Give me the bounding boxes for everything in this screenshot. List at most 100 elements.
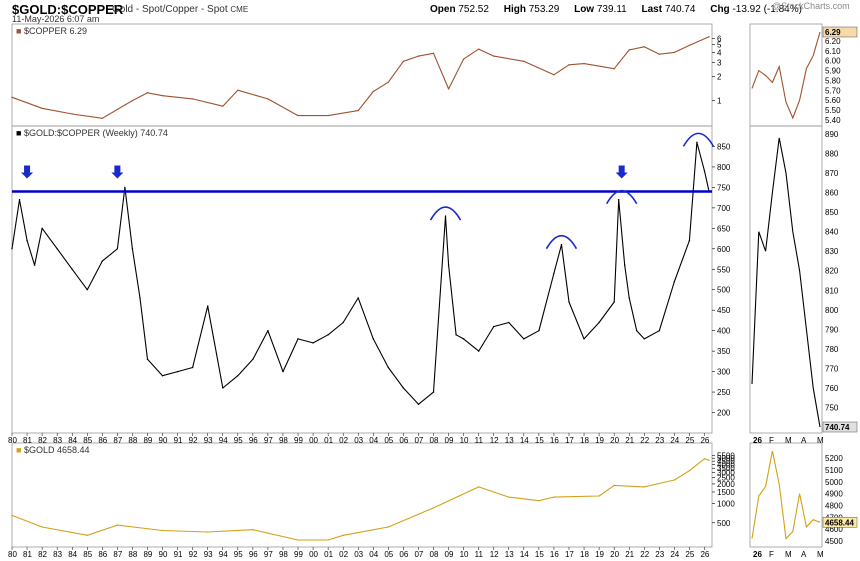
data-point <box>402 387 405 389</box>
data-point <box>41 526 43 528</box>
x-tick-label: 00 <box>309 436 318 445</box>
data-point <box>673 51 676 54</box>
last-value-badge <box>822 26 858 38</box>
data-point <box>696 141 698 144</box>
inset-tick-label: 6.20 <box>825 37 841 46</box>
data-point <box>493 55 495 57</box>
data-point <box>312 342 314 344</box>
data-point <box>342 321 344 324</box>
y-tick-label: 200 <box>717 409 731 418</box>
y-tick-label: 4000 <box>717 460 735 469</box>
inset-line-copper-panel <box>751 31 821 120</box>
x-tick-label: 06 <box>399 436 408 445</box>
x-tick-label: 95 <box>234 550 243 559</box>
x-tick-label: 97 <box>264 550 273 559</box>
x-tick-label: 18 <box>580 550 589 559</box>
stockcharts-brand: @StockCharts.com <box>772 1 850 11</box>
data-point <box>553 74 555 76</box>
data-point <box>237 89 239 91</box>
x-tick-label: 92 <box>189 550 198 559</box>
series-line-ratio-panel <box>11 141 710 405</box>
last-value-label: 740.74 <box>825 423 850 432</box>
data-point <box>523 338 525 340</box>
data-point <box>417 55 420 57</box>
data-point <box>327 334 329 336</box>
data-point <box>86 289 88 291</box>
x-tick-label: 88 <box>128 436 137 445</box>
data-point <box>372 90 374 93</box>
y-tick-label: 6 <box>717 34 722 43</box>
x-tick-label: 05 <box>384 550 393 559</box>
data-point <box>455 334 457 336</box>
x-tick-label: 22 <box>640 436 649 445</box>
y-tick-label: 500 <box>717 286 731 295</box>
series-line-copper-panel <box>11 36 710 119</box>
inset-x-label: M <box>817 436 824 445</box>
chart-header: $GOLD:$COPPER Gold - Spot/Copper - Spot … <box>0 0 860 24</box>
y-tick-label: 450 <box>717 306 731 315</box>
x-tick-label: 92 <box>189 436 198 445</box>
x-tick-label: 89 <box>143 436 152 445</box>
legend-gold-panel: ■ $GOLD 4658.44 <box>16 445 89 455</box>
data-point <box>297 114 299 117</box>
open-value: 752.52 <box>458 4 489 15</box>
x-tick-label: 16 <box>550 550 559 559</box>
data-point <box>538 499 540 502</box>
x-tick-label: 18 <box>580 436 589 445</box>
data-point <box>18 198 21 201</box>
data-point <box>327 114 329 117</box>
data-point <box>568 64 570 66</box>
inset-tick-label: 800 <box>825 306 839 315</box>
inset-tick-label: 6.00 <box>825 57 841 66</box>
panel-frame-0 <box>11 23 713 127</box>
x-tick-label: 15 <box>535 550 544 559</box>
x-tick-label: 06 <box>399 550 408 559</box>
x-tick-label: 11 <box>475 550 484 559</box>
data-point <box>658 329 661 332</box>
inset-tick-label: 6.10 <box>825 47 841 56</box>
data-point <box>206 305 209 307</box>
data-point <box>628 49 630 51</box>
y-tick-label: 800 <box>717 163 731 172</box>
y-tick-label: 3500 <box>717 464 735 473</box>
peak-arc <box>682 132 715 147</box>
x-tick-label: 85 <box>83 436 92 445</box>
data-point <box>560 244 563 246</box>
x-tick-label: 20 <box>610 550 619 559</box>
data-point <box>688 239 691 242</box>
x-tick-label: 91 <box>174 550 183 559</box>
x-tick-label: 07 <box>414 550 423 559</box>
x-tick-label: 15 <box>535 436 544 445</box>
data-point <box>508 496 510 498</box>
data-point <box>708 35 710 38</box>
x-tick-label: 23 <box>655 550 664 559</box>
x-tick-label: 86 <box>98 550 107 559</box>
inset-tick-label: 5.50 <box>825 106 841 115</box>
peak-arc <box>605 189 638 205</box>
data-point <box>56 248 58 250</box>
data-point <box>191 98 194 100</box>
inset-frame-1 <box>749 125 823 434</box>
data-point <box>146 358 149 361</box>
x-tick-label: 19 <box>595 550 604 559</box>
inset-tick-label: 870 <box>825 169 839 178</box>
x-tick-label: 03 <box>354 550 363 559</box>
data-point <box>688 44 691 47</box>
y-tick-label: 500 <box>717 519 731 528</box>
x-tick-label: 26 <box>700 436 709 445</box>
data-point <box>432 52 435 54</box>
data-point <box>523 60 525 62</box>
x-tick-label: 89 <box>143 550 152 559</box>
y-tick-label: 650 <box>717 224 731 233</box>
data-point <box>267 329 269 332</box>
x-tick-label: 24 <box>670 550 679 559</box>
x-tick-label: 93 <box>204 550 213 559</box>
data-point <box>673 280 676 283</box>
data-point <box>462 58 465 60</box>
y-tick-label: 1000 <box>717 499 735 508</box>
y-tick-label: 5500 <box>717 452 735 461</box>
inset-tick-label: 5.80 <box>825 76 841 85</box>
y-tick-label: 1500 <box>717 488 735 497</box>
inset-tick-label: 790 <box>825 325 839 334</box>
inset-x-label: M <box>817 550 824 559</box>
